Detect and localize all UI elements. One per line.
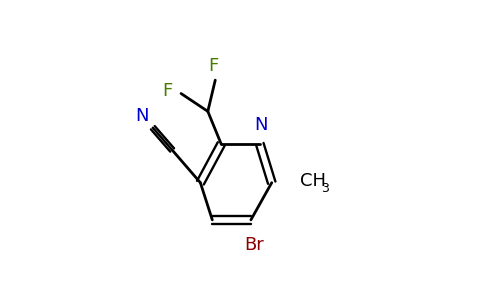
Text: N: N <box>136 107 149 125</box>
Text: N: N <box>255 116 268 134</box>
Text: CH: CH <box>300 172 326 190</box>
Text: 3: 3 <box>321 182 329 194</box>
Text: Br: Br <box>244 236 264 254</box>
Text: F: F <box>209 57 219 75</box>
Text: F: F <box>163 82 173 100</box>
